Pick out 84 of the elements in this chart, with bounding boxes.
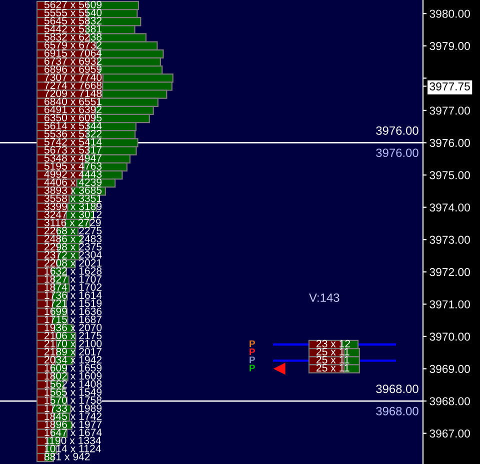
ref-line-label: 3976.00 — [376, 148, 418, 158]
y-tick-label: 3973.00 — [430, 236, 470, 244]
data-label: 1190 x 1334 — [44, 436, 101, 444]
data-label: 1647 x 1674 — [44, 428, 102, 436]
data-label: 2106 x 2175 — [44, 332, 102, 340]
y-tick-label: 3976.00 — [430, 138, 470, 147]
data-label: 1565 x 1549 — [44, 388, 102, 396]
data-label: 2208 x 2021 — [44, 259, 102, 267]
data-label: 6579 x 6732 — [44, 41, 102, 49]
data-label: 2034 x 1942 — [44, 356, 102, 364]
y-tick-label: 3971.00 — [430, 300, 470, 308]
data-label: 881 x 942 — [44, 452, 90, 460]
data-label: 3247 x 3012 — [44, 210, 102, 218]
data-label: 5442 x 5381 — [44, 25, 102, 33]
data-label: 2268 x 2275 — [44, 226, 102, 234]
data-label: 25 x 11 — [316, 348, 350, 356]
data-label: 1802 x 1609 — [44, 372, 102, 380]
annotation: P — [250, 364, 255, 372]
data-label: 4406 x 4239 — [44, 178, 102, 186]
data-label: 7274 x 7668 — [44, 82, 102, 90]
data-label: 2170 x 2100 — [44, 340, 102, 348]
y-tick-label: 3975.00 — [430, 171, 470, 180]
data-label: 1827 x 1707 — [44, 275, 102, 283]
data-label: 1721 x 1519 — [44, 300, 102, 307]
data-label: 2486 x 2483 — [44, 234, 102, 242]
data-label: 1632 x 1628 — [44, 267, 102, 275]
data-label: 1936 x 2070 — [44, 324, 102, 332]
data-label: 1736 x 1614 — [44, 291, 102, 299]
data-label: 5614 x 5344 — [44, 122, 102, 130]
text: 3968.00 — [376, 384, 418, 394]
y-tick-label: 3979.00 — [430, 42, 470, 50]
data-label: 2189 x 2017 — [44, 348, 102, 356]
data-label: 6896 x 6959 — [44, 65, 102, 73]
data-label: 6491 x 6392 — [44, 106, 102, 114]
data-label: 3116 x 2729 — [44, 218, 101, 226]
data-label: 25 x 11 — [316, 364, 350, 372]
text: V:143 — [309, 293, 340, 302]
y-tick-label: 3968.00 — [430, 397, 470, 406]
data-label: 5195 x 4763 — [44, 162, 102, 170]
data-label: 5673 x 5317 — [44, 146, 102, 154]
y-tick-label: 3970.00 — [430, 332, 470, 341]
annotation: P — [250, 348, 255, 356]
y-tick-label: 3972.00 — [430, 268, 470, 276]
annotation: P — [250, 356, 255, 364]
data-label: 1896 x 1977 — [44, 420, 102, 428]
data-label: 1715 x 1687 — [44, 316, 102, 324]
data-label: 6915 x 7064 — [44, 49, 102, 57]
data-label: 1562 x 1408 — [44, 380, 102, 388]
data-label: 5536 x 5322 — [44, 130, 102, 138]
y-tick-label: 3977.75 — [430, 82, 470, 90]
y-tick-label: 3974.00 — [430, 203, 470, 212]
data-label: 1570 x 1758 — [44, 396, 102, 404]
data-label: 5555 x 5540 — [44, 8, 102, 16]
data-label: 1014 x 1124 — [44, 444, 101, 452]
data-label: 5832 x 6238 — [44, 33, 102, 41]
data-label: 4992 x 4443 — [44, 170, 102, 178]
data-label: 1699 x 1636 — [44, 308, 102, 316]
y-tick-label: 3977.00 — [430, 106, 470, 115]
data-label: 7209 x 7148 — [44, 90, 102, 98]
y-tick-label: 3967.00 — [430, 430, 470, 438]
data-label: 6840 x 6551 — [44, 98, 102, 106]
data-label: 7307 x 7740 — [44, 74, 102, 81]
y-tick-label: 3969.00 — [430, 364, 470, 373]
data-label: 3399 x 3189 — [44, 202, 102, 210]
data-label: 3893 x 3685 — [44, 186, 102, 194]
data-label: 3558 x 3351 — [44, 194, 102, 202]
data-label: 1845 x 1742 — [44, 412, 102, 420]
data-label: 5742 x 5414 — [44, 138, 102, 146]
ref-line-label: 3968.00 — [376, 406, 418, 416]
data-label: 6737 x 6932 — [44, 57, 102, 65]
data-label: 5627 x 5609 — [44, 0, 102, 8]
data-label: 1609 x 1659 — [44, 364, 102, 372]
data-label: 1874 x 1702 — [44, 283, 102, 291]
text: 3976.00 — [376, 126, 418, 135]
data-label: 25 x 11 — [316, 356, 350, 364]
data-label: 6350 x 6095 — [44, 114, 102, 122]
data-label: 5645 x 5832 — [44, 16, 102, 24]
data-label: 23 x 12 — [316, 340, 350, 348]
data-label: 2372 x 2304 — [44, 251, 102, 259]
data-label: 2298 x 2375 — [44, 243, 102, 250]
data-label: 5348 x 4947 — [44, 154, 102, 162]
annotation: P — [250, 340, 255, 347]
y-tick-label: 3980.00 — [430, 10, 470, 18]
data-label: 1733 x 1989 — [44, 404, 102, 412]
